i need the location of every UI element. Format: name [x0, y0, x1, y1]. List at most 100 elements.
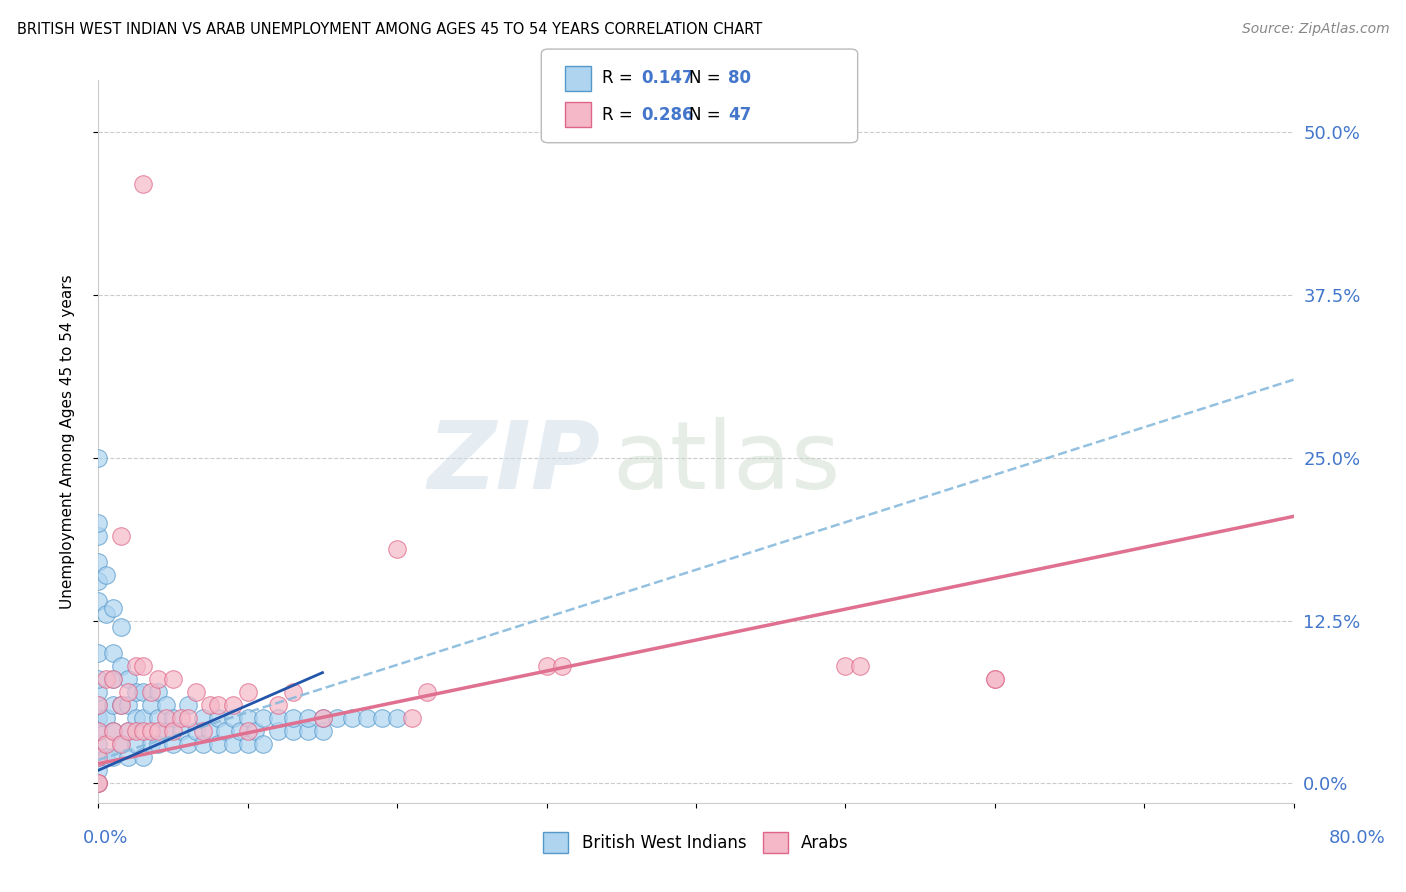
Point: [177, 698, 200, 713]
Point: [236, 685, 259, 699]
Point: [87, 646, 110, 660]
Point: [110, 737, 132, 751]
Point: [207, 737, 229, 751]
Point: [139, 737, 162, 751]
Point: [125, 685, 148, 699]
Point: [87, 750, 110, 764]
Text: N =: N =: [689, 106, 725, 124]
Point: [117, 698, 139, 713]
Point: [87, 529, 110, 543]
Point: [103, 672, 125, 686]
Point: [207, 698, 229, 713]
Point: [550, 659, 572, 673]
Point: [87, 750, 110, 764]
Point: [103, 646, 125, 660]
Point: [87, 594, 110, 608]
Point: [139, 698, 162, 713]
Point: [311, 724, 333, 739]
Point: [103, 724, 125, 739]
Point: [94, 737, 117, 751]
Point: [252, 737, 274, 751]
Point: [117, 750, 139, 764]
Point: [281, 724, 304, 739]
Point: [125, 737, 148, 751]
Point: [148, 711, 170, 725]
Text: R =: R =: [602, 69, 638, 87]
Point: [281, 685, 304, 699]
Point: [371, 711, 394, 725]
Text: 0.147: 0.147: [641, 69, 693, 87]
Text: 0.286: 0.286: [641, 106, 693, 124]
Point: [117, 724, 139, 739]
Point: [252, 711, 274, 725]
Point: [536, 659, 558, 673]
Point: [110, 529, 132, 543]
Point: [162, 724, 184, 739]
Point: [87, 724, 110, 739]
Point: [110, 698, 132, 713]
Point: [222, 698, 245, 713]
Point: [103, 724, 125, 739]
Point: [356, 711, 378, 725]
Point: [132, 178, 155, 192]
Point: [236, 711, 259, 725]
Point: [87, 555, 110, 569]
Text: ZIP: ZIP: [427, 417, 600, 509]
Point: [139, 724, 162, 739]
Point: [214, 724, 236, 739]
Point: [245, 724, 267, 739]
Text: Source: ZipAtlas.com: Source: ZipAtlas.com: [1241, 22, 1389, 37]
Point: [132, 750, 155, 764]
Point: [87, 685, 110, 699]
Point: [207, 711, 229, 725]
Point: [184, 724, 207, 739]
Y-axis label: Unemployment Among Ages 45 to 54 years: Unemployment Among Ages 45 to 54 years: [60, 274, 75, 609]
Point: [222, 737, 245, 751]
Point: [103, 672, 125, 686]
Point: [94, 607, 117, 621]
Point: [191, 724, 214, 739]
Point: [103, 600, 125, 615]
Point: [385, 541, 409, 556]
Point: [222, 711, 245, 725]
Point: [94, 568, 117, 582]
Point: [401, 711, 423, 725]
Point: [184, 685, 207, 699]
Point: [148, 685, 170, 699]
Point: [191, 711, 214, 725]
Point: [87, 776, 110, 790]
Point: [125, 659, 148, 673]
Point: [162, 737, 184, 751]
Point: [125, 724, 148, 739]
Point: [148, 737, 170, 751]
Point: [139, 685, 162, 699]
Point: [162, 672, 184, 686]
Point: [311, 711, 333, 725]
Point: [326, 711, 349, 725]
Point: [117, 685, 139, 699]
Point: [169, 724, 191, 739]
Point: [229, 724, 252, 739]
Point: [267, 724, 290, 739]
Point: [110, 737, 132, 751]
Point: [177, 711, 200, 725]
Point: [162, 711, 184, 725]
Point: [834, 659, 856, 673]
Point: [200, 724, 222, 739]
Point: [87, 776, 110, 790]
Point: [132, 724, 155, 739]
Point: [117, 672, 139, 686]
Text: 47: 47: [728, 106, 752, 124]
Point: [267, 711, 290, 725]
Point: [87, 516, 110, 530]
Point: [87, 698, 110, 713]
Point: [297, 711, 319, 725]
Text: N =: N =: [689, 69, 725, 87]
Text: R =: R =: [602, 106, 638, 124]
Point: [267, 698, 290, 713]
Point: [117, 724, 139, 739]
Point: [110, 620, 132, 634]
Point: [87, 764, 110, 778]
Point: [311, 711, 333, 725]
Point: [132, 711, 155, 725]
